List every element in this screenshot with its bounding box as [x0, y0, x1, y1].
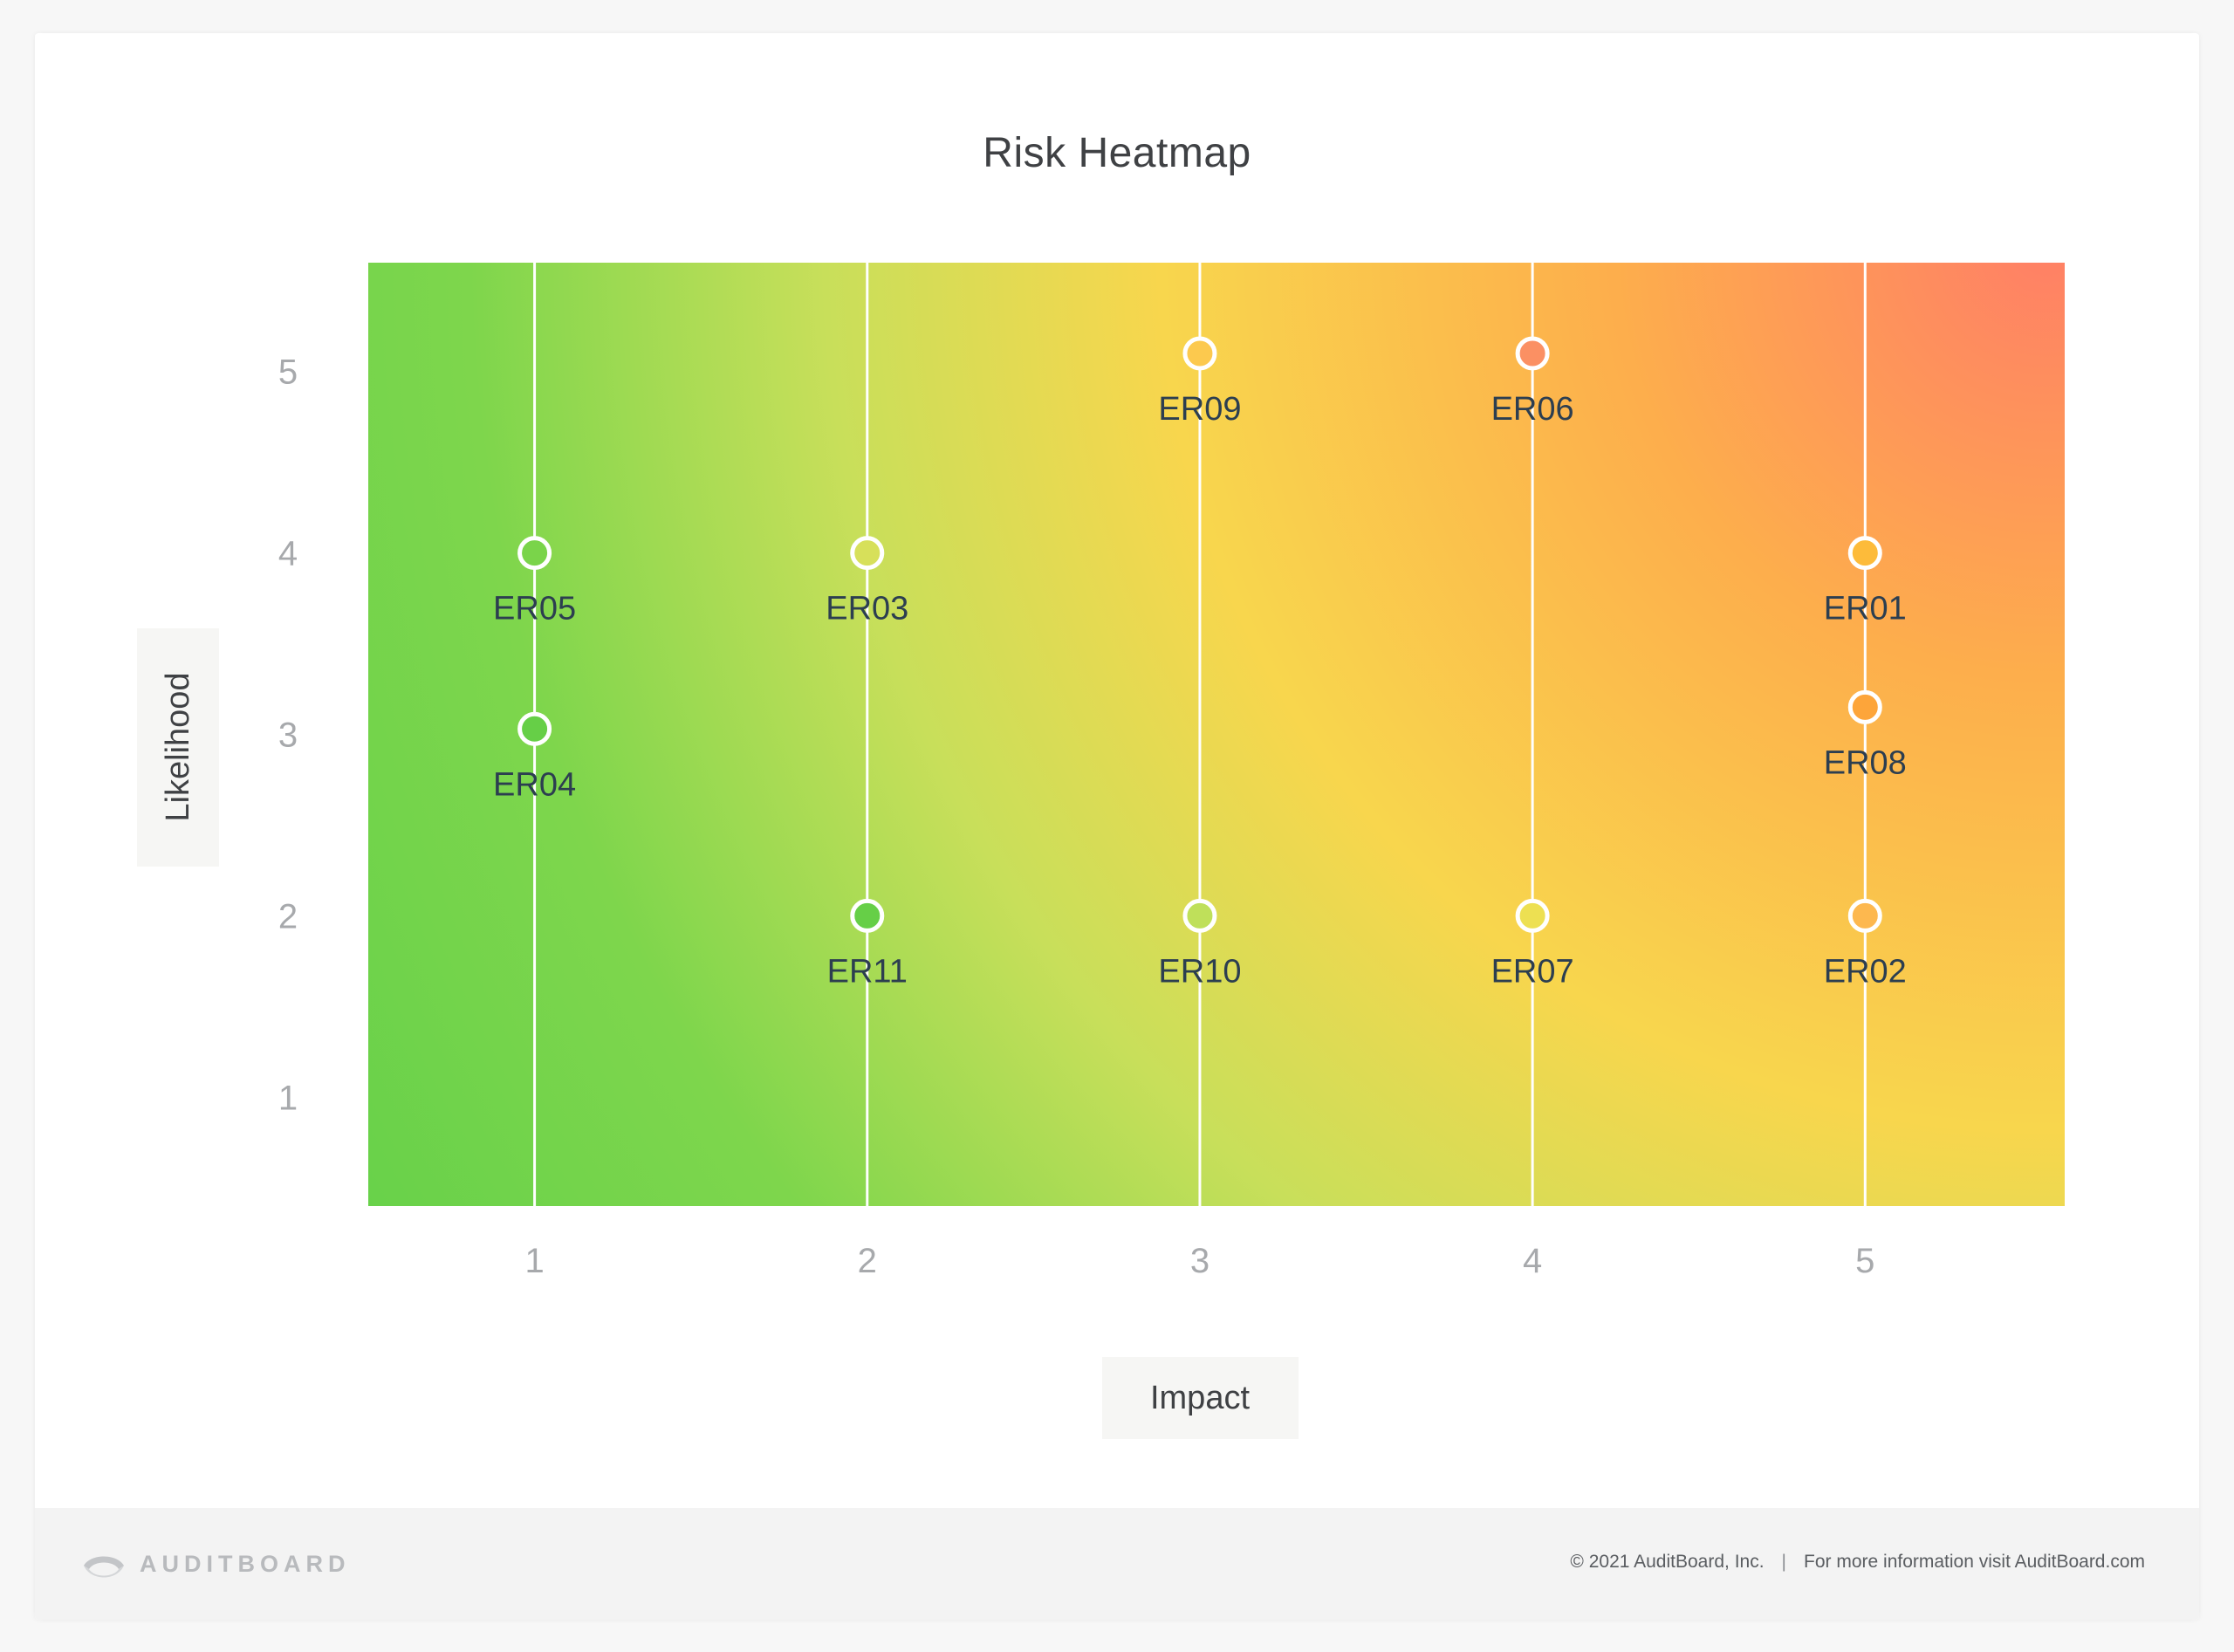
risk-marker[interactable] [850, 536, 885, 571]
x-tick-label: 2 [858, 1242, 877, 1280]
risk-label: ER03 [826, 591, 908, 627]
risk-marker[interactable] [1847, 689, 1882, 724]
y-axis-label: Likelihood [160, 672, 196, 821]
y-tick-label: 5 [278, 353, 298, 392]
auditboard-logo-icon [84, 1556, 124, 1578]
risk-label: ER07 [1491, 953, 1574, 990]
risk-marker[interactable] [1847, 898, 1882, 933]
chart-title: Risk Heatmap [983, 130, 1251, 176]
x-tick-label: 1 [524, 1242, 544, 1280]
risk-heatmap-chart: 1 2 3 4 5 1 2 3 4 5 ER01 ER02 ER03 ER04 ER05 ER06 ER07… [137, 263, 2065, 1439]
risk-marker[interactable] [850, 898, 885, 933]
info-link[interactable]: For more information visit AuditBoard.co… [1804, 1552, 2145, 1572]
footer-separator: | [1781, 1552, 1787, 1572]
brand-name: AUDITBOARD [140, 1550, 351, 1577]
footer: AUDITBOARD © 2021 AuditBoard, Inc. | For… [35, 1508, 2199, 1620]
risk-point-er11[interactable]: ER11 [827, 898, 908, 990]
risk-label: ER10 [1158, 953, 1241, 990]
heatmap-background [368, 263, 2065, 1206]
risk-point-er08[interactable]: ER08 [1824, 689, 1907, 781]
risk-label: ER09 [1158, 391, 1241, 428]
x-axis-label: Impact [1150, 1380, 1250, 1416]
risk-label: ER08 [1824, 744, 1907, 781]
risk-marker[interactable] [517, 711, 552, 746]
risk-marker[interactable] [1847, 536, 1882, 571]
risk-label: ER04 [493, 766, 576, 803]
risk-point-er03[interactable]: ER03 [826, 536, 908, 627]
y-axis-label-box [137, 628, 219, 867]
y-tick-label: 1 [278, 1079, 298, 1117]
risk-label: ER01 [1824, 591, 1907, 627]
copyright-text: © 2021 AuditBoard, Inc. [1570, 1552, 1765, 1572]
risk-label: ER11 [827, 953, 908, 990]
y-tick-label: 3 [278, 716, 298, 755]
x-axis-label-box [1102, 1357, 1299, 1439]
chart-card: Risk Heatmap 1 2 3 4 5 1 2 3 4 5 ER01 ER02 ER03 ER0… [35, 33, 2199, 1620]
risk-label: ER05 [493, 591, 576, 627]
risk-marker[interactable] [1182, 898, 1217, 933]
risk-label: ER02 [1824, 953, 1907, 990]
risk-marker[interactable] [1182, 336, 1217, 371]
risk-point-er04[interactable]: ER04 [493, 711, 576, 803]
footer-info: © 2021 AuditBoard, Inc. | For more infor… [1570, 1552, 2145, 1573]
risk-label: ER06 [1491, 391, 1574, 428]
risk-point-er05[interactable]: ER05 [493, 536, 576, 627]
x-tick-label: 5 [1855, 1242, 1874, 1280]
risk-point-er07[interactable]: ER07 [1491, 898, 1574, 990]
brand-logo: AUDITBOARD [80, 1545, 351, 1583]
risk-point-er02[interactable]: ER02 [1824, 898, 1907, 990]
y-tick-label: 2 [278, 897, 298, 936]
risk-point-er06[interactable]: ER06 [1491, 336, 1574, 428]
x-tick-label: 3 [1190, 1242, 1210, 1280]
risk-marker[interactable] [517, 536, 552, 571]
risk-point-er09[interactable]: ER09 [1158, 336, 1241, 428]
x-tick-label: 4 [1523, 1242, 1542, 1280]
risk-point-er10[interactable]: ER10 [1158, 898, 1241, 990]
risk-marker[interactable] [1515, 336, 1550, 371]
y-tick-label: 4 [278, 535, 298, 573]
risk-marker[interactable] [1515, 898, 1550, 933]
risk-point-er01[interactable]: ER01 [1824, 536, 1907, 627]
